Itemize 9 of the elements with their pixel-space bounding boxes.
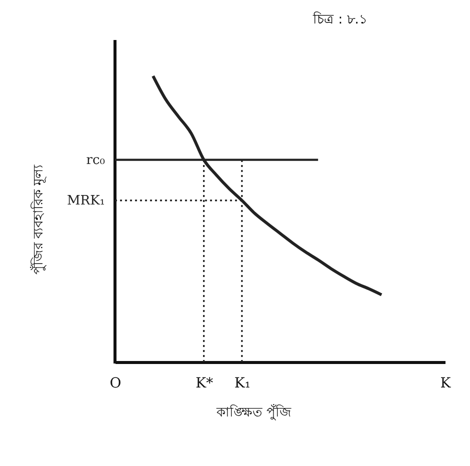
chart-title: চিত্র : ৮.১ <box>312 12 367 28</box>
x-tick-label: K₁ <box>234 376 250 392</box>
series-label: rc₀ <box>86 152 105 168</box>
x-tick-label: K <box>440 376 452 392</box>
x-axis-title: কাঙ্ক্ষিত পুঁজি <box>216 404 292 420</box>
x-tick-label: K* <box>196 376 214 392</box>
x-tick-label: O <box>110 376 122 392</box>
y-axis-title: পুঁজির ব্যবহারিক মূল্য <box>30 164 46 275</box>
series-label: MRK₁ <box>66 193 105 208</box>
